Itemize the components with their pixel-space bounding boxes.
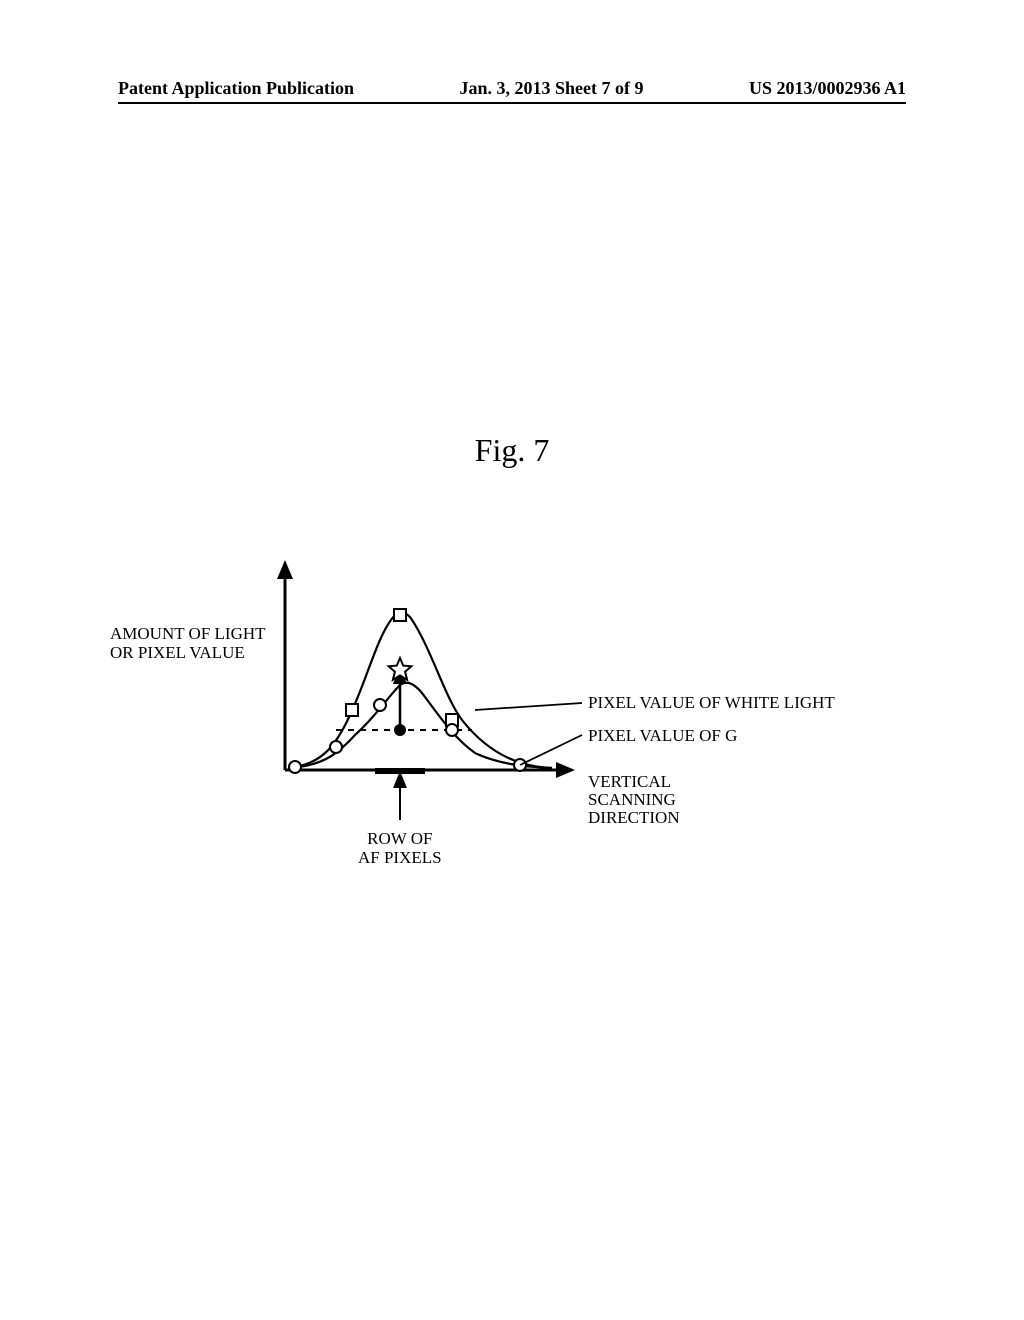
- header-rule: [118, 102, 906, 104]
- callout-white-light: PIXEL VALUE OF WHITE LIGHT: [588, 694, 835, 712]
- y-axis-label: AMOUNT OF LIGHT OR PIXEL VALUE: [110, 625, 266, 662]
- header-right: US 2013/0002936 A1: [749, 78, 906, 99]
- x-axis-side-label: VERTICAL SCANNING DIRECTION: [588, 773, 680, 827]
- figure-title: Fig. 7: [0, 432, 1024, 469]
- chart-fig7: AMOUNT OF LIGHT OR PIXEL VALUE PIXEL VAL…: [120, 555, 904, 895]
- header-left: Patent Application Publication: [118, 78, 354, 99]
- chart-svg: [120, 555, 904, 895]
- page-header: Patent Application Publication Jan. 3, 2…: [0, 78, 1024, 99]
- callout-g: PIXEL VALUE OF G: [588, 727, 737, 745]
- header-mid: Jan. 3, 2013 Sheet 7 of 9: [460, 78, 644, 99]
- row-of-af-pixels-label: ROW OF AF PIXELS: [358, 830, 442, 867]
